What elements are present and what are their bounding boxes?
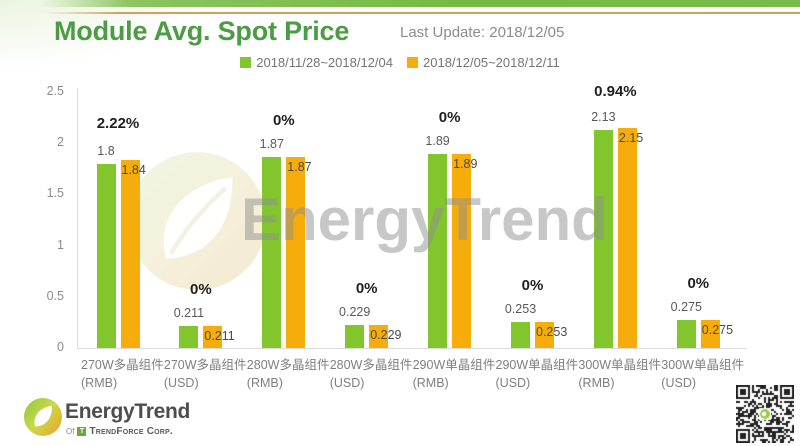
bar-value-week2: 0.253 [536, 325, 568, 340]
bar-week1 [96, 163, 116, 348]
bar-value-week2: 0.229 [370, 327, 402, 342]
leaf-icon [34, 405, 52, 427]
y-axis-line [77, 88, 78, 348]
bar-value-week2: 1.87 [287, 159, 312, 174]
category-unit: (RMB) [246, 376, 283, 390]
top-orange-line [44, 12, 800, 14]
change-percent-label: 0% [355, 279, 378, 297]
x-category-label: 270W多晶组件 (RMB) [81, 356, 169, 392]
x-category-label: 290W单晶组件 (RMB) [413, 356, 501, 392]
bar-week1 [593, 129, 613, 348]
category-unit: (RMB) [578, 376, 615, 390]
y-tick-label: 0 [57, 340, 64, 354]
bar-week2 [369, 324, 389, 348]
y-tick-label: 1 [57, 237, 64, 252]
category-unit: (USD) [329, 376, 365, 390]
footer-brand-subline: Of T TrendForce Corp. [66, 426, 173, 437]
bar-value-week2: 1.89 [453, 157, 478, 172]
bar-week2 [617, 127, 637, 348]
bar-week2 [700, 319, 720, 348]
last-update-label: Last Update: 2018/12/05 [400, 24, 565, 41]
y-tick-label: 2.5 [46, 84, 64, 98]
legend-item-week2: 2018/12/05~2018/12/11 [407, 55, 560, 70]
leaf-icon [163, 177, 233, 259]
category-name: 270W多晶组件 [81, 358, 164, 372]
bar-value-week1: 0.253 [504, 302, 537, 317]
bar-value-week2: 0.275 [701, 322, 734, 337]
legend-swatch-orange [407, 57, 418, 68]
bar-week1 [511, 322, 530, 348]
x-category-label: 300W单晶组件 (RMB) [578, 356, 666, 392]
bar-value-week1: 1.8 [97, 143, 115, 158]
category-unit: (USD) [661, 376, 697, 390]
change-percent-label: 0.94% [594, 82, 637, 100]
chart-legend: 2018/11/28~2018/12/04 2018/12/05~2018/12… [0, 55, 800, 70]
legend-label-week1: 2018/11/28~2018/12/04 [256, 55, 393, 70]
y-tick-label: 1.5 [46, 186, 64, 201]
category-unit: (USD) [163, 376, 199, 390]
category-unit: (RMB) [81, 376, 118, 390]
bar-value-week1: 0.229 [339, 304, 371, 319]
page-title: Module Avg. Spot Price [54, 16, 350, 46]
footer-brand-name: EnergyTrend [65, 400, 191, 423]
bar-value-week1: 0.275 [670, 299, 702, 314]
bar-week2 [120, 159, 140, 348]
trendforce-icon: T [77, 427, 87, 436]
x-category-label: 280W多晶组件 (RMB) [247, 356, 335, 392]
footer-of-label: Of [66, 427, 75, 436]
y-tick-label: 0.5 [46, 288, 64, 303]
bar-week1 [262, 156, 282, 348]
bar-value-week1: 2.13 [591, 109, 616, 124]
category-name: 280W多晶组件 [246, 358, 330, 372]
legend-swatch-green [240, 57, 252, 68]
change-percent-label: 0% [272, 111, 295, 129]
legend-label-week2: 2018/12/05~2018/12/11 [423, 55, 560, 70]
category-name: 290W单晶组件 [495, 358, 579, 372]
category-name: 270W多晶组件 [163, 358, 247, 372]
y-tick-label: 2 [57, 135, 64, 150]
change-percent-label: 0% [190, 281, 212, 299]
x-category-label: 300W单晶组件 (USD) [661, 356, 749, 392]
category-name: 290W单晶组件 [412, 358, 496, 372]
energytrend-leaf-icon [24, 398, 62, 436]
category-name: 300W单晶组件 [578, 358, 662, 372]
bar-week2 [452, 154, 472, 348]
watermark-leaf-logo [128, 152, 266, 290]
bar-week1 [428, 154, 448, 348]
category-name: 300W单晶组件 [661, 358, 744, 372]
watermark-text: EnergyTrend [241, 186, 608, 253]
bar-week2 [535, 322, 554, 348]
bar-value-week2: 2.15 [618, 130, 644, 145]
x-category-label: 270W多晶组件 (USD) [164, 356, 252, 392]
bar-value-week1: 0.211 [173, 306, 205, 321]
footer-company-name: TrendForce Corp. [89, 426, 173, 437]
bar-value-week1: 1.87 [259, 136, 284, 151]
x-category-label: 280W多晶组件 (USD) [330, 356, 418, 392]
bar-week1 [179, 326, 199, 348]
x-category-label: 290W单晶组件 (USD) [496, 356, 584, 392]
category-name: 280W多晶组件 [329, 358, 413, 372]
bar-week1 [345, 324, 365, 348]
bar-week2 [286, 156, 306, 348]
qr-code [736, 385, 794, 443]
bar-value-week2: 1.84 [121, 162, 146, 177]
category-unit: (RMB) [412, 376, 449, 390]
bar-value-week2: 0.211 [204, 329, 235, 344]
bar-value-week1: 1.89 [425, 134, 450, 149]
change-percent-label: 0% [687, 274, 710, 292]
category-unit: (USD) [495, 376, 531, 390]
x-axis-line [77, 348, 747, 349]
change-percent-label: 2.22% [96, 114, 140, 132]
bar-week1 [676, 319, 696, 348]
change-percent-label: 0% [438, 109, 461, 127]
top-green-bar [40, 0, 800, 7]
change-percent-label: 0% [521, 277, 544, 295]
legend-item-week1: 2018/11/28~2018/12/04 [240, 55, 393, 70]
bar-week2 [203, 326, 223, 348]
